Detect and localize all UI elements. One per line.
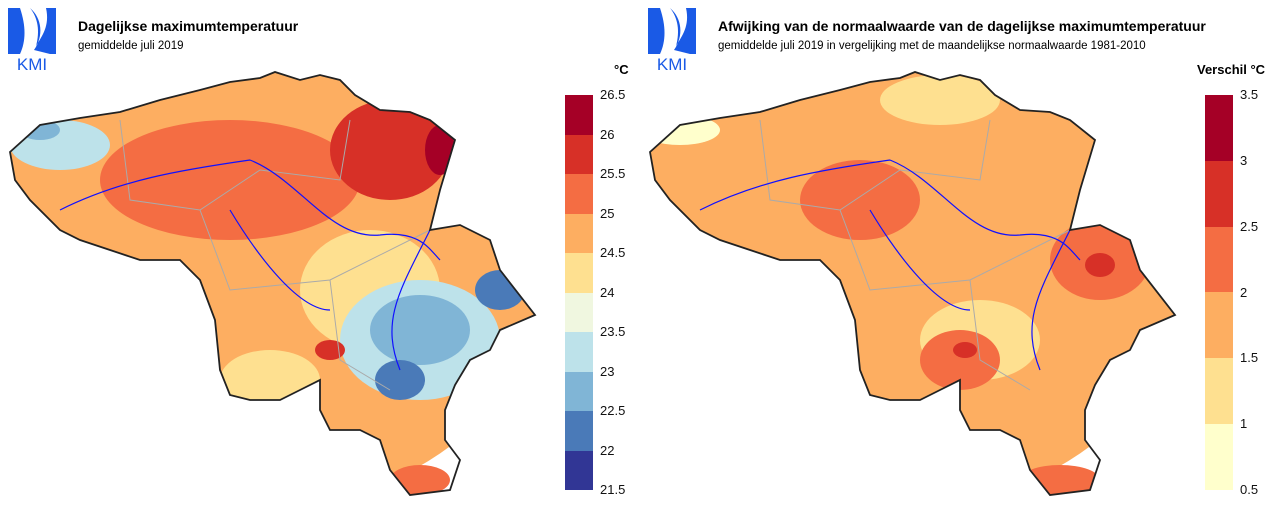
legend-tick: 23.5	[600, 324, 626, 339]
value-region	[800, 160, 920, 240]
kmi-logo: KMI	[8, 8, 56, 72]
legend-swatch	[565, 332, 593, 372]
value-region	[370, 295, 470, 365]
legend-swatch	[565, 134, 593, 174]
map-subtitle: gemiddelde juli 2019	[78, 40, 184, 52]
legend-tick: 1.5	[1240, 350, 1259, 366]
province-borders	[119, 119, 431, 391]
map-subtitle: gemiddelde juli 2019 in vergelijking met…	[718, 40, 1146, 52]
svg-text:KMI: KMI	[17, 55, 47, 72]
panel-max-temperature: KMI Dagelijkse maximumtemperatuur gemidd…	[8, 8, 629, 497]
legend-swatch	[565, 213, 593, 253]
legend-tick: 25	[600, 205, 615, 221]
legend-swatch	[1205, 292, 1233, 359]
legend-tick: 24	[600, 284, 615, 300]
legend-tick: 2.5	[1240, 218, 1259, 234]
value-region	[220, 350, 320, 410]
legend-swatch	[1205, 424, 1233, 490]
value-region	[475, 270, 525, 310]
legend-tick: 2	[1240, 284, 1248, 300]
legend-swatch	[565, 411, 593, 451]
legend-tick: 0.5	[1240, 482, 1259, 497]
legend-swatch	[1205, 95, 1233, 161]
value-region	[880, 75, 1000, 125]
legend-swatch	[1205, 160, 1233, 227]
belgium-map	[649, 71, 1177, 496]
legend-unit: Verschil °C	[1197, 62, 1266, 77]
legend-tick: 26	[600, 126, 615, 142]
legend-tick: 25.5	[600, 166, 626, 181]
map-title: Afwijking van de normaalwaarde van de da…	[718, 18, 1206, 34]
legend-tick: 22.5	[600, 403, 626, 418]
value-region	[1085, 253, 1115, 277]
legend-tick: 21.5	[600, 482, 626, 497]
svg-text:KMI: KMI	[657, 55, 687, 72]
country-border	[649, 71, 1177, 496]
legend-swatch	[565, 253, 593, 293]
legend-swatch	[565, 292, 593, 332]
legend-swatch	[565, 174, 593, 214]
legend-swatch	[565, 371, 593, 411]
legend-swatch	[565, 450, 593, 490]
value-region	[953, 342, 977, 358]
legend-swatch	[565, 95, 593, 135]
country-border	[9, 71, 537, 496]
value-region	[315, 340, 345, 360]
legend-swatch	[1205, 358, 1233, 425]
legend-tick: 26.5	[600, 87, 626, 102]
value-region	[100, 120, 360, 240]
legend-tick: 3	[1240, 152, 1248, 168]
value-region	[920, 330, 1000, 390]
province-borders	[759, 119, 1071, 391]
value-region	[425, 125, 455, 175]
rivers	[699, 159, 1081, 371]
color-legend	[565, 95, 593, 490]
value-region	[10, 120, 110, 170]
color-legend	[1205, 95, 1233, 490]
value-region	[330, 100, 450, 200]
legend-tick: 24.5	[600, 245, 626, 260]
legend-swatch	[1205, 226, 1233, 293]
legend-tick: 3.5	[1240, 87, 1259, 102]
panel-temperature-anomaly: KMI Afwijking van de normaalwaarde van d…	[640, 0, 1280, 507]
legend-tick: 1	[1240, 416, 1248, 432]
value-region	[375, 360, 425, 400]
rivers	[59, 159, 441, 371]
legend-tick: 22	[600, 442, 615, 458]
belgium-map	[9, 71, 537, 496]
legend-tick: 23	[600, 363, 615, 379]
kmi-logo: KMI	[648, 8, 696, 72]
map-title: Dagelijkse maximumtemperatuur	[78, 18, 299, 34]
legend-unit: °C	[614, 62, 629, 77]
